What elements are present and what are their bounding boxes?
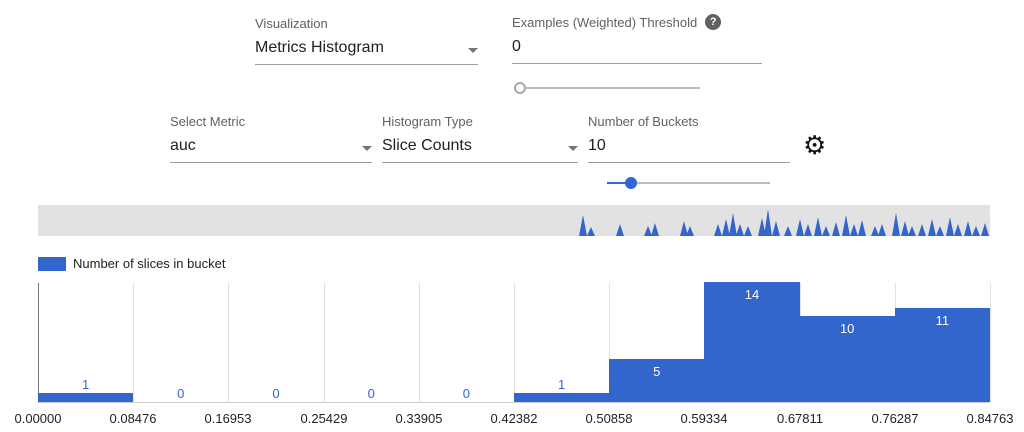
legend-label: Number of slices in bucket [73,256,226,271]
chart-legend: Number of slices in bucket [38,256,225,271]
select-metric-value-row[interactable]: auc [170,137,372,163]
x-tick-label: 0.50858 [585,411,633,426]
gridline [990,283,991,402]
visualization-value-row[interactable]: Metrics Histogram [255,39,478,65]
bar-value-label: 1 [557,377,566,392]
bar-value-label: 1 [81,377,90,392]
threshold-value-row[interactable] [512,38,762,64]
threshold-field[interactable]: Examples (Weighted) Threshold ? [512,14,762,64]
bar-value-label: 0 [272,386,280,401]
gridline [419,283,420,402]
x-tick-label: 0.00000 [14,411,62,426]
visualization-dropdown[interactable]: Visualization Metrics Histogram [255,16,478,65]
gridline [228,283,229,402]
chevron-down-icon[interactable] [362,146,372,151]
x-tick-label: 0.76287 [871,411,919,426]
visualization-value: Metrics Histogram [255,39,384,56]
select-metric-dropdown[interactable]: Select Metric auc [170,114,372,163]
legend-color-swatch [38,256,66,271]
x-tick-label: 0.33905 [395,411,443,426]
x-tick-label: 0.16953 [204,411,252,426]
bar-value-label: 0 [367,386,375,401]
histogram-bar[interactable] [609,359,705,402]
overview-brush-strip[interactable] [38,205,990,236]
plot-area: 1 0 0 0 0 1 5 14 10 11 [38,282,991,403]
visualization-label: Visualization [255,16,328,31]
bar-value-label: 0 [462,386,470,401]
x-tick-label: 0.25429 [300,411,348,426]
buckets-slider[interactable] [607,177,770,189]
num-buckets-value-row[interactable] [588,137,790,163]
select-metric-value: auc [170,137,196,154]
settings-gear-icon[interactable]: ⚙ [803,131,827,161]
gridline [514,283,515,402]
threshold-input[interactable] [512,38,762,56]
histogram-bar[interactable] [514,393,610,402]
histogram-bar[interactable] [38,393,134,402]
histogram-bar[interactable] [894,308,990,402]
buckets-slider-active-track [607,182,632,184]
histogram-type-value: Slice Counts [382,137,472,154]
density-spikes-sparkline [579,209,989,236]
x-tick-label: 0.84763 [966,411,1014,426]
histogram-bar[interactable] [799,316,895,402]
x-tick-label: 0.67811 [776,411,824,426]
num-buckets-input[interactable] [588,137,790,155]
chevron-down-icon[interactable] [468,48,478,53]
buckets-slider-track[interactable] [607,182,770,184]
chevron-down-icon[interactable] [568,146,578,151]
threshold-label-row: Examples (Weighted) Threshold ? [512,14,762,30]
histogram-type-dropdown[interactable]: Histogram Type Slice Counts [382,114,578,163]
histogram-type-value-row[interactable]: Slice Counts [382,137,578,163]
histogram-bar[interactable] [704,282,800,402]
num-buckets-field[interactable]: Number of Buckets [588,114,790,163]
x-axis: 0.00000 0.08476 0.16953 0.25429 0.33905 0.423… [15,411,1014,429]
select-metric-label: Select Metric [170,114,246,129]
x-tick-label: 0.42382 [490,411,538,426]
threshold-label: Examples (Weighted) Threshold [512,14,698,30]
x-tick-label: 0.59334 [680,411,728,426]
histogram-type-label: Histogram Type [382,114,473,129]
bar-value-label: 0 [177,386,185,401]
slice-counts-histogram: 1 0 0 0 0 1 5 14 10 11 0.00000 0.08476 0.16953 0.254… [0,282,1024,432]
gridline [609,283,610,402]
density-spikes-path [579,209,989,236]
threshold-slider[interactable] [514,82,700,94]
gridline [324,283,325,402]
threshold-slider-track[interactable] [520,87,700,89]
x-tick-label: 0.08476 [109,411,157,426]
help-icon[interactable]: ? [705,14,722,30]
num-buckets-label: Number of Buckets [588,114,699,129]
y-axis-line [38,283,39,402]
gridline [133,283,134,402]
buckets-slider-knob[interactable] [625,177,638,189]
threshold-slider-knob[interactable] [514,82,526,94]
